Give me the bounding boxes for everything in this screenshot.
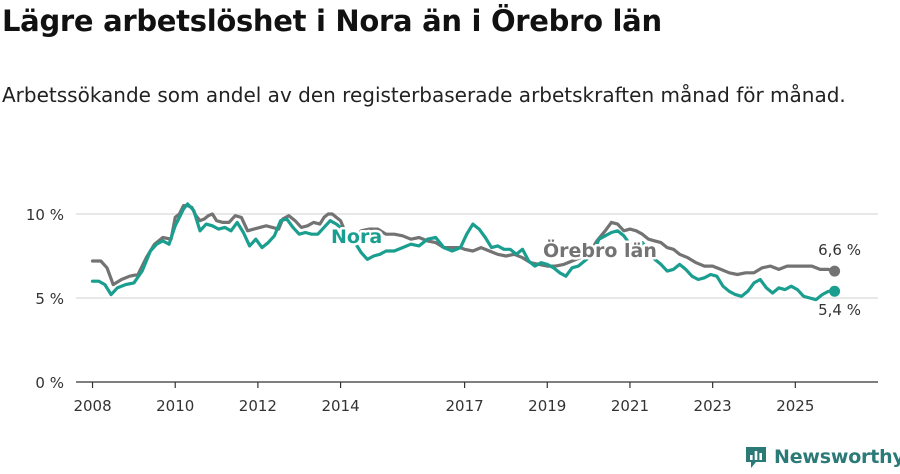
x-tick-label: 2025 [776, 397, 814, 415]
nora-series-line [90, 202, 837, 302]
y-tick-label: 0 % [35, 374, 64, 392]
orebro-end-value: 6,6 % [818, 241, 861, 259]
chart-subtitle: Arbetssökande som andel av den registerb… [2, 83, 846, 107]
x-tick-label: 2012 [239, 397, 277, 415]
x-tick-label: 2014 [321, 397, 359, 415]
y-tick-label: 5 % [35, 290, 64, 308]
x-tick-label: 2019 [528, 397, 566, 415]
x-tick-label: 2023 [694, 397, 732, 415]
nora-end-point [829, 285, 841, 297]
x-tick-label: 2008 [73, 397, 111, 415]
orebro-end-point [829, 265, 841, 277]
x-tick-label: 2021 [611, 397, 649, 415]
series-layer [90, 202, 841, 302]
nora-end-value: 5,4 % [818, 301, 861, 319]
x-tick-label: 2010 [156, 397, 194, 415]
axis-layer: 0 % 5 % 10 % 2008 2010 2012 2014 2017 2019 2021 20… [26, 206, 878, 415]
nora-series-label: Nora [331, 226, 382, 248]
chart-title: Lägre arbetslöshet i Nora än i Örebro lä… [2, 4, 662, 38]
brand-name: Newsworthy [774, 446, 900, 468]
newsworthy-brand: Newsworthy [744, 442, 900, 472]
y-tick-label: 10 % [26, 206, 64, 224]
orebro-series-label: Örebro län [543, 238, 657, 262]
newsworthy-logo-icon [746, 447, 766, 468]
orebro-series-line [90, 204, 837, 287]
x-tick-label: 2017 [446, 397, 484, 415]
label-layer: Örebro län 6,6 % Nora 5,4 % [329, 224, 862, 320]
